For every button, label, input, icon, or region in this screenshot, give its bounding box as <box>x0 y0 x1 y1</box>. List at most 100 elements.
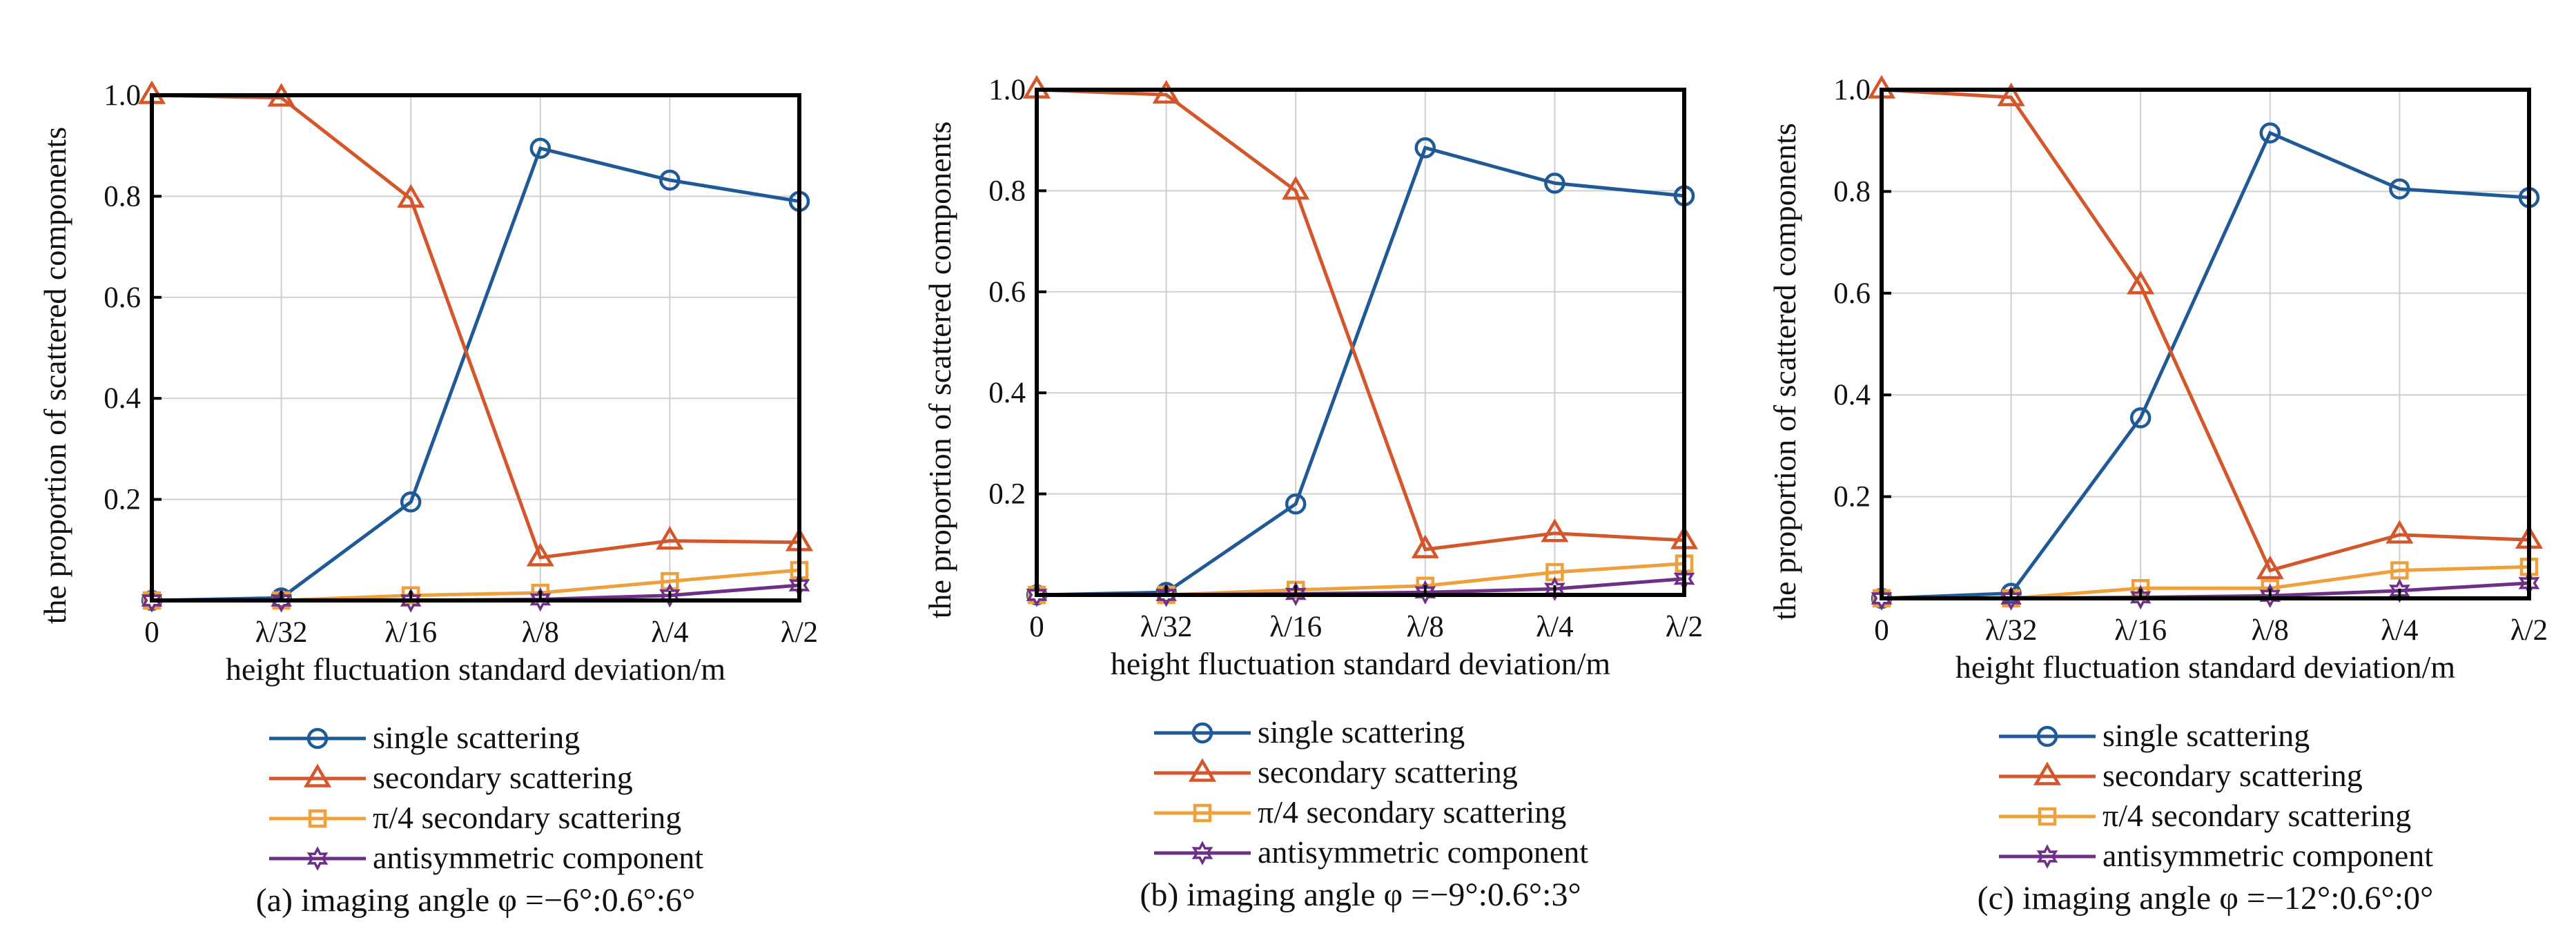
legend: single scattering secondary scattering π/4… <box>1999 718 2433 873</box>
data-point-marker <box>1544 576 1565 601</box>
legend-entry: antisymmetric component <box>269 840 703 875</box>
x-tick-label: 0 <box>1874 614 1889 647</box>
data-point-marker <box>2127 271 2155 295</box>
y-tick-label: 0.6 <box>1833 277 1871 310</box>
series-line <box>1037 562 1685 597</box>
data-point-marker <box>656 526 684 550</box>
data-point-marker <box>659 582 681 608</box>
legend: single scattering secondary scattering π/4… <box>269 720 703 875</box>
grid-lines <box>1882 90 2529 598</box>
legend-entry: single scattering <box>269 720 580 755</box>
grid-lines <box>1037 90 1684 595</box>
legend-label: antisymmetric component <box>2102 838 2433 873</box>
chart-panel-1: 0.2 0.4 0.6 0.8 1.0 0 λ/32 λ/16 λ/8 λ/4 λ/2 height … <box>37 79 818 919</box>
y-tick-label: 0.8 <box>988 175 1026 207</box>
legend-label: π/4 secondary scattering <box>373 800 681 835</box>
series-line <box>1881 130 2530 600</box>
legend: single scattering secondary scattering π/4… <box>1154 714 1588 870</box>
data-point-marker <box>529 587 552 612</box>
series-line <box>1036 146 1685 597</box>
legend-entry: single scattering <box>1154 714 1465 750</box>
square-marker-icon <box>2038 807 2057 826</box>
x-tick-label: λ/8 <box>2252 614 2289 647</box>
legend-label: single scattering <box>1258 714 1465 750</box>
y-axis-title: the proportion of scattered components <box>922 121 957 618</box>
legend-entry: antisymmetric component <box>1999 838 2433 873</box>
y-tick-label: 0.4 <box>988 377 1026 409</box>
y-tick-label: 0.6 <box>104 282 141 314</box>
data-point-marker <box>400 491 422 513</box>
x-tick-label: λ/16 <box>1269 611 1322 643</box>
data-point-marker <box>1544 173 1565 194</box>
data-point-marker <box>659 169 681 191</box>
data-point-marker <box>2129 407 2151 429</box>
x-tick-label: λ/4 <box>1536 611 1573 643</box>
y-tick-label: 1.0 <box>988 74 1026 106</box>
series-1 <box>1022 75 1699 558</box>
data-point-marker <box>2000 586 2022 611</box>
x-tick-label: λ/2 <box>2510 614 2548 647</box>
plot-frame <box>1880 88 2531 600</box>
legend-entry: antisymmetric component <box>1154 834 1588 870</box>
triangle-marker-icon <box>2033 761 2062 785</box>
x-tick-label: λ/8 <box>522 616 559 649</box>
legend-label: single scattering <box>2102 718 2310 753</box>
chart-panel-2: 0.2 0.4 0.6 0.8 1.0 0 λ/32 λ/16 λ/8 λ/4 λ/2 height … <box>922 74 1703 913</box>
triangle-marker-icon <box>1188 758 1217 782</box>
square-marker-icon <box>308 809 327 828</box>
panel-caption: (b) imaging angle φ =−9°:0.6°:3° <box>1140 877 1581 913</box>
series-line <box>1036 88 1685 551</box>
data-point-marker <box>529 137 552 159</box>
series-line <box>151 93 800 560</box>
legend-entry: π/4 secondary scattering <box>1154 794 1566 830</box>
data-point-marker <box>1871 586 1893 611</box>
x-tick-label: λ/32 <box>1140 611 1193 643</box>
series-1 <box>137 80 814 567</box>
y-tick-label: 0.2 <box>988 478 1026 511</box>
y-tick-label: 0.2 <box>1833 481 1871 513</box>
legend-label: antisymmetric component <box>1258 834 1588 870</box>
legend-label: antisymmetric component <box>373 840 703 875</box>
hexagram-marker-icon <box>2036 844 2058 869</box>
legend-label: secondary scattering <box>373 760 633 795</box>
y-tick-label: 0.2 <box>104 484 141 516</box>
data-point-marker <box>400 588 422 613</box>
triangle-marker-icon <box>303 763 332 787</box>
circle-marker-icon <box>1191 722 1213 744</box>
square-marker-icon <box>1193 803 1212 823</box>
data-point-marker <box>2129 585 2151 610</box>
series-line <box>1881 88 2530 573</box>
x-tick-label: λ/8 <box>1407 611 1444 643</box>
x-tick-label: λ/16 <box>2114 614 2167 647</box>
data-point-marker <box>2256 556 2284 580</box>
legend-label: π/4 secondary scattering <box>2102 798 2411 833</box>
hexagram-marker-icon <box>306 846 329 871</box>
data-point-marker <box>661 571 679 591</box>
y-tick-label: 0.8 <box>1833 175 1871 208</box>
x-tick-label: 0 <box>144 616 159 649</box>
legend-entry: secondary scattering <box>1154 754 1518 790</box>
data-point-marker <box>2259 583 2281 609</box>
series-1 <box>1867 75 2544 580</box>
x-axis-title: height fluctuation standard deviation/m <box>1955 649 2456 685</box>
data-point-marker <box>2389 178 2410 199</box>
legend-entry: π/4 secondary scattering <box>269 800 681 835</box>
data-point-marker <box>2385 520 2414 544</box>
legend-entry: secondary scattering <box>1999 758 2363 793</box>
x-tick-label: λ/32 <box>1985 614 2038 647</box>
y-axis-title: the proportion of scattered components <box>37 127 72 624</box>
y-axis-title: the proportion of scattered components <box>1767 123 1802 620</box>
x-tick-label: λ/16 <box>384 616 437 649</box>
legend-label: π/4 secondary scattering <box>1258 794 1566 830</box>
data-point-marker <box>397 184 425 208</box>
grid-lines <box>152 95 799 600</box>
y-tick-label: 0.6 <box>988 276 1026 309</box>
x-axis-title: height fluctuation standard deviation/m <box>1111 646 1611 681</box>
legend-entry: secondary scattering <box>269 760 633 795</box>
y-tick-label: 1.0 <box>104 79 141 112</box>
data-point-marker <box>1285 581 1307 607</box>
data-point-marker <box>1285 493 1307 515</box>
plot-frame <box>1035 88 1686 597</box>
x-tick-label: λ/4 <box>2381 614 2418 647</box>
